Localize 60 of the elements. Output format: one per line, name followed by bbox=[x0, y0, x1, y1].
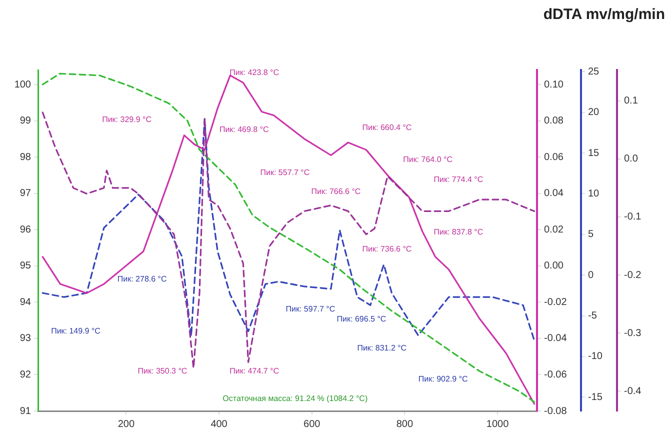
x-tick-label: 200 bbox=[118, 418, 135, 430]
y2-tick-label: -0.02 bbox=[544, 296, 568, 308]
x-tick-label: 800 bbox=[396, 418, 414, 430]
annotation: Пик: 837.8 °C bbox=[434, 228, 484, 237]
annotation: Пик: 831.2 °C bbox=[357, 343, 407, 352]
x-tick-label: 400 bbox=[210, 418, 228, 430]
y-tick-label: -0.1 bbox=[624, 212, 642, 223]
y-tick-label: 0.1 bbox=[624, 96, 638, 107]
y-tick-label: 97 bbox=[20, 188, 32, 200]
y2-tick-label: 0.04 bbox=[544, 188, 564, 200]
x-tick-label: 600 bbox=[304, 418, 321, 430]
y-tick-label: -0.2 bbox=[624, 270, 642, 281]
y2-tick-label: 0.10 bbox=[544, 79, 564, 90]
y-tick-label: 100 bbox=[14, 79, 32, 90]
y-tick-label: 96 bbox=[20, 224, 32, 236]
y2-tick-label: 0.08 bbox=[544, 116, 564, 127]
x-tick-label: 1000 bbox=[486, 418, 510, 430]
y-tick-label: -0.4 bbox=[624, 386, 642, 397]
annotation: Пик: 774.4 °C bbox=[434, 174, 484, 184]
y-tick-label: 91 bbox=[20, 406, 32, 417]
y-tick-label: 0.0 bbox=[624, 154, 638, 165]
y3-tick-label: 5 bbox=[588, 229, 594, 240]
y-tick-label: -0.3 bbox=[624, 328, 642, 339]
y3-tick-label: 10 bbox=[588, 188, 600, 200]
y3-tick-label: 0 bbox=[588, 270, 594, 281]
annotation: Пик: 469.8 °C bbox=[219, 125, 270, 134]
y2-tick-label: -0.08 bbox=[544, 406, 568, 417]
annotation: Пик: 660.4 °C bbox=[362, 123, 412, 132]
y3-tick-label: 15 bbox=[588, 148, 600, 159]
annotation: Пик: 149.9 °C bbox=[51, 326, 101, 336]
annotation: Пик: 764.0 °C bbox=[403, 154, 453, 164]
y3-tick-label: -5 bbox=[588, 310, 598, 322]
annotation: Пик: 474.7 °C bbox=[230, 366, 280, 376]
y3-tick-label: -10 bbox=[588, 351, 603, 362]
annotation: Пик: 557.7 °C bbox=[260, 168, 310, 177]
text: dDTA mv/mg/min bbox=[543, 6, 665, 23]
y2-tick-label: -0.04 bbox=[544, 333, 568, 344]
y-tick-label: 99 bbox=[20, 116, 32, 127]
y3-tick-label: 20 bbox=[588, 107, 600, 118]
annotation: Остаточная масса: 91.24 % (1084.2 °C) bbox=[222, 394, 368, 404]
annotation: Пик: 736.6 °C bbox=[362, 244, 412, 254]
annotation: Пик: 350.3 °C bbox=[138, 366, 188, 376]
y-tick-label: 92 bbox=[20, 369, 32, 380]
annotation: Пик: 329.9 °C bbox=[102, 115, 152, 124]
annotation: Пик: 597.7 °C bbox=[286, 304, 336, 314]
y2-tick-label: -0.06 bbox=[544, 369, 568, 380]
annotation: Пик: 696.5 °C bbox=[336, 314, 386, 324]
y3-tick-label: 25 bbox=[588, 66, 600, 78]
annotation: Пик: 766.6 °C bbox=[311, 186, 361, 196]
y2-tick-label: 0.02 bbox=[544, 224, 564, 236]
annotation: Пик: 278.6 °C bbox=[117, 274, 167, 284]
y-tick-label: 94 bbox=[20, 296, 32, 308]
y-tick-label: 93 bbox=[20, 333, 32, 344]
y2-tick-label: 0.00 bbox=[544, 260, 564, 272]
annotation: Пик: 423.8 °C bbox=[230, 68, 280, 78]
annotation: Пик: 902.9 °C bbox=[418, 374, 468, 384]
y-tick-label: 95 bbox=[20, 260, 32, 272]
y3-tick-label: -15 bbox=[588, 392, 603, 403]
y-tick-label: 98 bbox=[20, 152, 32, 163]
y2-tick-label: 0.06 bbox=[544, 152, 564, 163]
